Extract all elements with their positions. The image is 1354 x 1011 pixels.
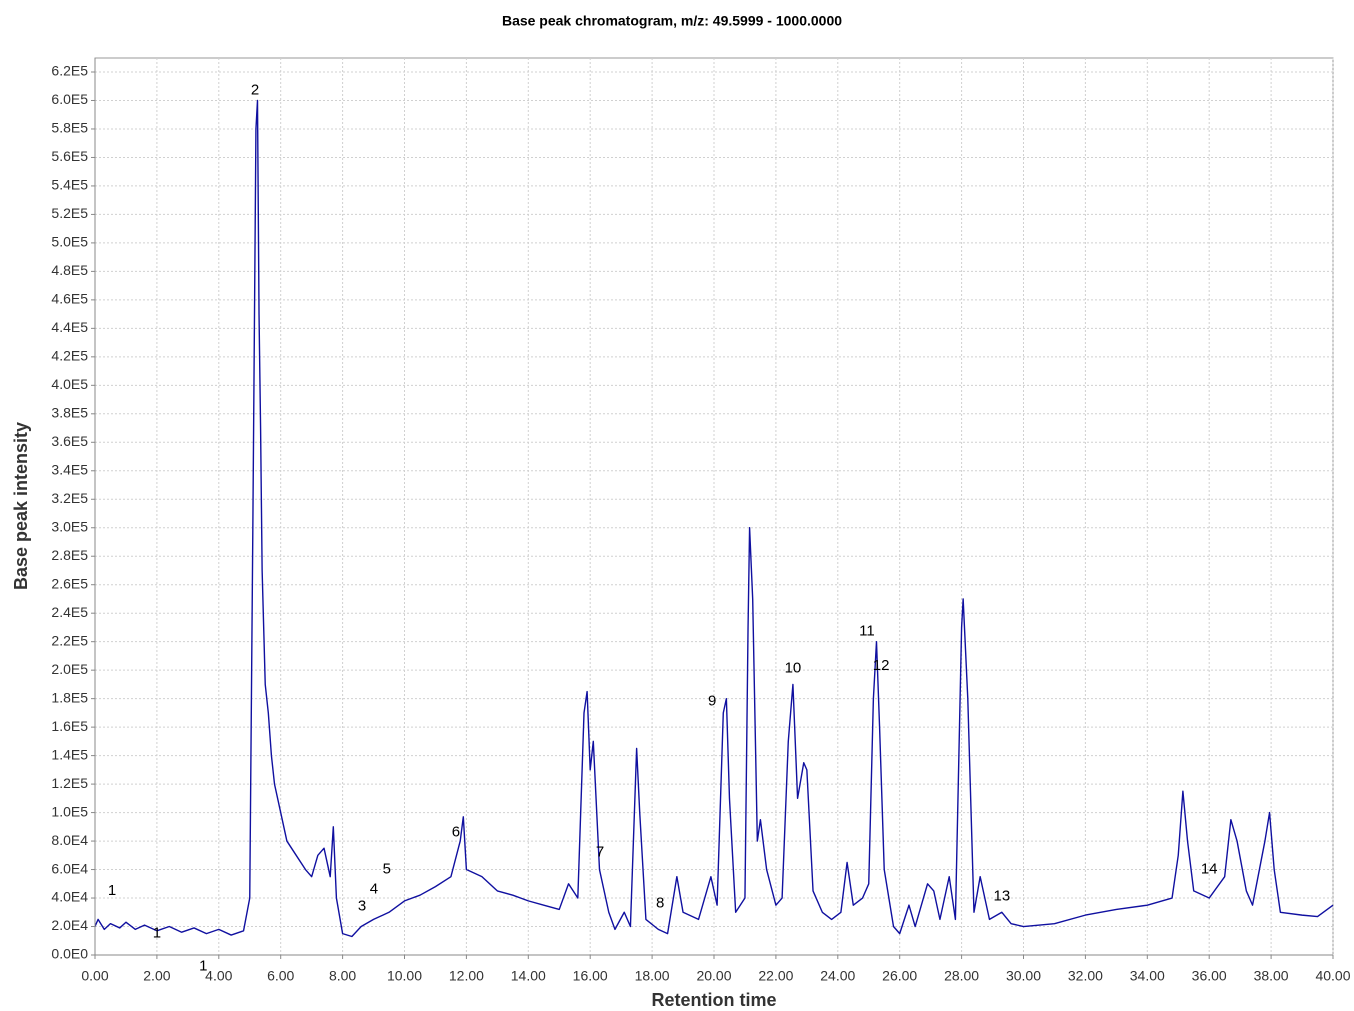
y-tick-label: 6.0E4 bbox=[51, 860, 88, 876]
x-axis-label: Retention time bbox=[651, 990, 776, 1010]
x-tick-label: 10.00 bbox=[387, 968, 422, 984]
x-tick-label: 40.00 bbox=[1315, 968, 1350, 984]
y-tick-label: 3.2E5 bbox=[51, 490, 88, 506]
peak-label: 1 bbox=[153, 925, 161, 942]
x-tick-label: 24.00 bbox=[820, 968, 855, 984]
peak-label: 7 bbox=[596, 843, 604, 860]
y-tick-label: 5.8E5 bbox=[51, 120, 88, 136]
y-tick-label: 4.2E5 bbox=[51, 348, 88, 364]
y-tick-label: 4.0E4 bbox=[51, 889, 88, 905]
peak-label: 2 bbox=[251, 81, 259, 98]
x-tick-label: 18.00 bbox=[635, 968, 670, 984]
peak-label: 3 bbox=[358, 898, 366, 915]
y-tick-label: 6.0E5 bbox=[51, 91, 88, 107]
y-tick-label: 4.8E5 bbox=[51, 262, 88, 278]
peak-label: 5 bbox=[383, 861, 391, 878]
x-tick-label: 14.00 bbox=[511, 968, 546, 984]
y-tick-label: 2.0E4 bbox=[51, 917, 88, 933]
x-tick-label: 4.00 bbox=[205, 968, 232, 984]
y-tick-label: 2.0E5 bbox=[51, 661, 88, 677]
y-tick-label: 1.4E5 bbox=[51, 746, 88, 762]
x-tick-label: 16.00 bbox=[573, 968, 608, 984]
y-tick-label: 2.6E5 bbox=[51, 575, 88, 591]
peak-label: 1 bbox=[199, 957, 207, 974]
x-tick-label: 12.00 bbox=[449, 968, 484, 984]
y-tick-label: 1.6E5 bbox=[51, 718, 88, 734]
x-tick-label: 8.00 bbox=[329, 968, 356, 984]
y-tick-label: 3.8E5 bbox=[51, 405, 88, 421]
x-tick-label: 38.00 bbox=[1254, 968, 1289, 984]
y-tick-label: 8.0E4 bbox=[51, 832, 88, 848]
x-tick-label: 34.00 bbox=[1130, 968, 1165, 984]
y-tick-label: 5.6E5 bbox=[51, 148, 88, 164]
y-tick-label: 1.8E5 bbox=[51, 689, 88, 705]
peak-label: 4 bbox=[370, 880, 378, 897]
y-tick-label: 6.2E5 bbox=[51, 63, 88, 79]
y-tick-label: 3.4E5 bbox=[51, 461, 88, 477]
data-line bbox=[94, 99, 1334, 938]
x-tick-label: 28.00 bbox=[944, 968, 979, 984]
y-tick-label: 5.2E5 bbox=[51, 205, 88, 221]
peak-label: 8 bbox=[656, 895, 664, 912]
x-tick-label: 6.00 bbox=[267, 968, 294, 984]
x-tick-label: 2.00 bbox=[143, 968, 170, 984]
y-tick-label: 4.4E5 bbox=[51, 319, 88, 335]
y-tick-label: 2.2E5 bbox=[51, 632, 88, 648]
x-tick-label: 0.00 bbox=[81, 968, 108, 984]
chart-title: Base peak chromatogram, m/z: 49.5999 - 1… bbox=[502, 13, 842, 29]
y-tick-label: 5.0E5 bbox=[51, 234, 88, 250]
y-tick-label: 3.0E5 bbox=[51, 518, 88, 534]
y-tick-label: 4.0E5 bbox=[51, 376, 88, 392]
peak-label: 9 bbox=[708, 692, 716, 709]
y-tick-label: 0.0E0 bbox=[51, 946, 88, 962]
y-tick-label: 1.0E5 bbox=[51, 803, 88, 819]
peak-label: 6 bbox=[452, 823, 460, 840]
peak-label: 11 bbox=[859, 623, 875, 640]
peak-label: 10 bbox=[785, 660, 802, 677]
x-tick-label: 20.00 bbox=[696, 968, 731, 984]
y-tick-label: 3.6E5 bbox=[51, 433, 88, 449]
peak-label: 12 bbox=[873, 657, 890, 674]
peak-label: 14 bbox=[1201, 861, 1218, 878]
y-tick-label: 5.4E5 bbox=[51, 177, 88, 193]
peak-label: 1 bbox=[108, 882, 116, 899]
x-tick-label: 22.00 bbox=[758, 968, 793, 984]
x-tick-label: 32.00 bbox=[1068, 968, 1103, 984]
y-tick-label: 2.8E5 bbox=[51, 547, 88, 563]
x-tick-label: 36.00 bbox=[1192, 968, 1227, 984]
x-tick-label: 26.00 bbox=[882, 968, 917, 984]
y-axis-label: Base peak intensity bbox=[11, 422, 31, 590]
y-tick-label: 4.6E5 bbox=[51, 291, 88, 307]
x-tick-label: 30.00 bbox=[1006, 968, 1041, 984]
peak-label: 13 bbox=[993, 888, 1010, 905]
y-tick-label: 1.2E5 bbox=[51, 775, 88, 791]
y-tick-label: 2.4E5 bbox=[51, 604, 88, 620]
